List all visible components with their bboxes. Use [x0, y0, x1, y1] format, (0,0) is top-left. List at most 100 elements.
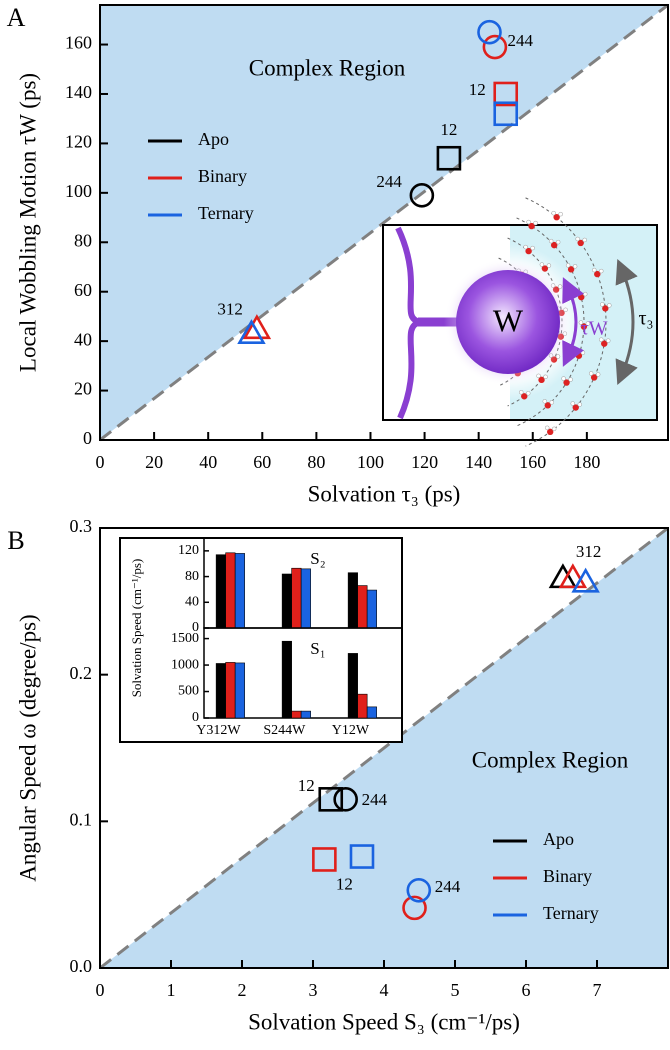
- water-hydrogen: [572, 264, 578, 269]
- water-hydrogen: [539, 262, 545, 267]
- inset-y-tick-label: 80: [185, 569, 199, 584]
- water-hydrogen: [533, 220, 538, 226]
- y-tick-label: 80: [74, 230, 92, 250]
- y-tick-label: 0.2: [70, 663, 93, 683]
- inset-bar: [300, 568, 311, 629]
- point-label: 244: [362, 790, 388, 809]
- x-tick-label: 3: [309, 980, 318, 1000]
- inset-y-tick-label: 40: [185, 595, 199, 610]
- inset-bar: [357, 585, 368, 629]
- tryptophan-sphere: [456, 270, 560, 374]
- triangle-marker: [571, 567, 600, 593]
- water-hydrogen: [548, 238, 554, 244]
- circle-marker: [402, 895, 427, 921]
- water-oxygen: [550, 241, 558, 249]
- x-tick-label: 160: [519, 452, 546, 472]
- square-marker: [312, 847, 337, 872]
- water-hydrogen: [595, 372, 601, 377]
- legend-label: Apo: [198, 129, 229, 149]
- inset-panel-label: S₁: [310, 639, 325, 658]
- water-oxygen: [590, 374, 598, 381]
- diagonal: [99, 526, 669, 970]
- circle-marker: [406, 877, 432, 903]
- y-axis-label: Angular Speed ω (degree/ps): [15, 614, 40, 881]
- shell-arc: [525, 197, 607, 447]
- water-hydrogen: [561, 376, 566, 381]
- water-oxygen: [572, 404, 579, 411]
- water-hydrogen: [526, 391, 531, 396]
- water-hydrogen: [580, 350, 586, 355]
- legend-label: Binary: [198, 166, 247, 186]
- water-hydrogen: [588, 371, 594, 376]
- circle-marker: [482, 34, 508, 60]
- water-oxygen: [521, 393, 528, 400]
- point-label: 312: [576, 542, 602, 561]
- panel-label: B: [7, 526, 24, 555]
- triangle-marker: [558, 563, 588, 589]
- legend-label: Binary: [543, 866, 592, 886]
- water-hydrogen: [565, 263, 571, 268]
- inset-bar: [281, 640, 292, 719]
- plot-frame: [99, 4, 669, 441]
- square-marker: [349, 844, 375, 869]
- inset-bar: [234, 662, 245, 719]
- legend-label: Ternary: [543, 903, 599, 923]
- water-oxygen: [544, 402, 551, 409]
- x-tick-label: 20: [145, 452, 163, 472]
- water-hydrogen: [542, 399, 548, 404]
- water-hydrogen: [526, 219, 531, 225]
- water-hydrogen: [599, 337, 604, 342]
- inset-illustration: W τW τ₃: [382, 197, 658, 447]
- diagonal: [99, 3, 669, 442]
- inset-y-tick-label: 500: [178, 684, 199, 699]
- inset-bar: [366, 589, 377, 629]
- water-hydrogen: [551, 426, 557, 432]
- water-hydrogen: [558, 211, 563, 217]
- water-oxygen: [525, 247, 532, 255]
- inset-bar: [215, 554, 226, 629]
- inset-bar: [225, 552, 236, 629]
- x-tick-label: 2: [238, 980, 247, 1000]
- water-hydrogen: [544, 425, 550, 431]
- water-hydrogen: [583, 291, 588, 297]
- panel-label: A: [7, 3, 26, 32]
- water-hydrogen: [600, 302, 605, 307]
- x-tick-label: 80: [307, 452, 325, 472]
- main-plots: 0 20 40 60 80 100 120 140 160 1800204060801001201…: [7, 3, 669, 1034]
- point-label: 244: [376, 172, 402, 191]
- region-label: Complex Region: [249, 55, 406, 80]
- inset-bar: [215, 663, 226, 719]
- water-hydrogen: [546, 263, 552, 268]
- water-hydrogen: [585, 321, 591, 326]
- y-tick-label: 20: [74, 379, 92, 399]
- triangle-marker: [237, 319, 266, 345]
- water-hydrogen: [577, 402, 582, 407]
- water-hydrogen: [607, 303, 612, 308]
- inset-bar: [291, 567, 302, 629]
- y-tick-label: 140: [65, 82, 92, 102]
- point-label: 12: [336, 874, 353, 893]
- inset-category-label: Y312W: [196, 723, 241, 738]
- x-tick-label: 140: [465, 452, 492, 472]
- inset-bar: [234, 553, 245, 629]
- water-hydrogen: [549, 400, 555, 405]
- y-axis-label: Local Wobbling Motion τW (ps): [15, 73, 40, 372]
- x-tick-label: 60: [253, 452, 271, 472]
- solvation-arrow: [615, 258, 638, 386]
- water-hydrogen: [519, 390, 524, 395]
- y-tick-label: 120: [65, 132, 92, 152]
- square-marker: [318, 787, 344, 812]
- inset-panel-label: S₂: [310, 549, 325, 568]
- y-tick-label: 40: [74, 329, 92, 349]
- square-marker: [436, 145, 462, 171]
- inset-y-tick-label: 1000: [171, 657, 199, 672]
- point-label: 312: [217, 300, 243, 319]
- water-hydrogen: [592, 267, 597, 273]
- water-oxygen: [601, 340, 608, 347]
- circle-marker: [409, 183, 435, 208]
- wobble-label: τW: [581, 318, 608, 340]
- point-label: 12: [469, 80, 486, 99]
- inset-y-tick-label: 0: [192, 620, 199, 635]
